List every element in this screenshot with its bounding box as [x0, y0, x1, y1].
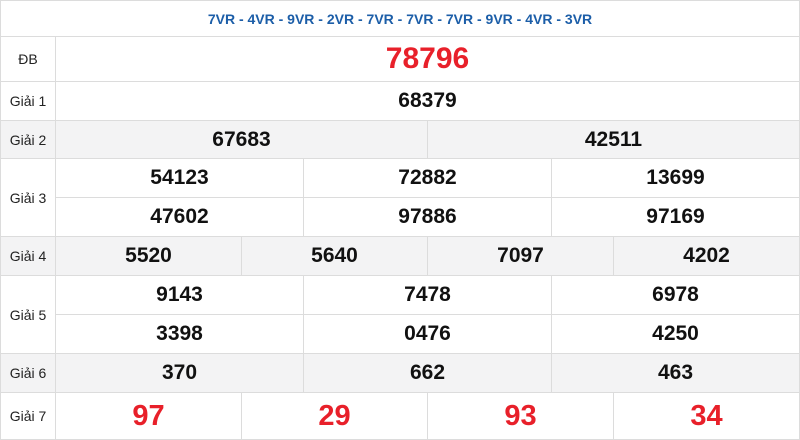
prize-number: 97: [56, 393, 242, 440]
prize-number: 29: [242, 393, 428, 440]
prize-number: 5520: [56, 237, 242, 276]
prize-number: 42511: [428, 121, 800, 159]
prize-number: 370: [56, 354, 304, 393]
prize-number: 4202: [614, 237, 800, 276]
prize-number: 97169: [552, 198, 800, 237]
prize-number: 93: [428, 393, 614, 440]
prize-label: ĐB: [0, 37, 56, 82]
prize-label: Giải 6: [0, 354, 56, 393]
prize-number: 68379: [56, 82, 800, 121]
prize-number: 72882: [304, 159, 552, 198]
prize-label: Giải 1: [0, 82, 56, 121]
prize-label: Giải 4: [0, 237, 56, 276]
prize-number: 13699: [552, 159, 800, 198]
prize-number: 7097: [428, 237, 614, 276]
prize-label: Giải 3: [0, 159, 56, 237]
prize-number: 97886: [304, 198, 552, 237]
prize-number: 78796: [56, 37, 800, 82]
prize-number: 54123: [56, 159, 304, 198]
prize-number: 9143: [56, 276, 304, 315]
prize-number: 67683: [56, 121, 428, 159]
prize-number: 463: [552, 354, 800, 393]
prize-number: 34: [614, 393, 800, 440]
prize-number: 0476: [304, 315, 552, 354]
prize-number: 6978: [552, 276, 800, 315]
prize-label: Giải 2: [0, 121, 56, 159]
prize-number: 3398: [56, 315, 304, 354]
prize-number: 7478: [304, 276, 552, 315]
prize-number: 4250: [552, 315, 800, 354]
prize-number: 5640: [242, 237, 428, 276]
prize-number: 47602: [56, 198, 304, 237]
prize-number: 662: [304, 354, 552, 393]
prize-label: Giải 5: [0, 276, 56, 354]
header-codes: 7VR - 4VR - 9VR - 2VR - 7VR - 7VR - 7VR …: [0, 0, 800, 37]
prize-label: Giải 7: [0, 393, 56, 440]
